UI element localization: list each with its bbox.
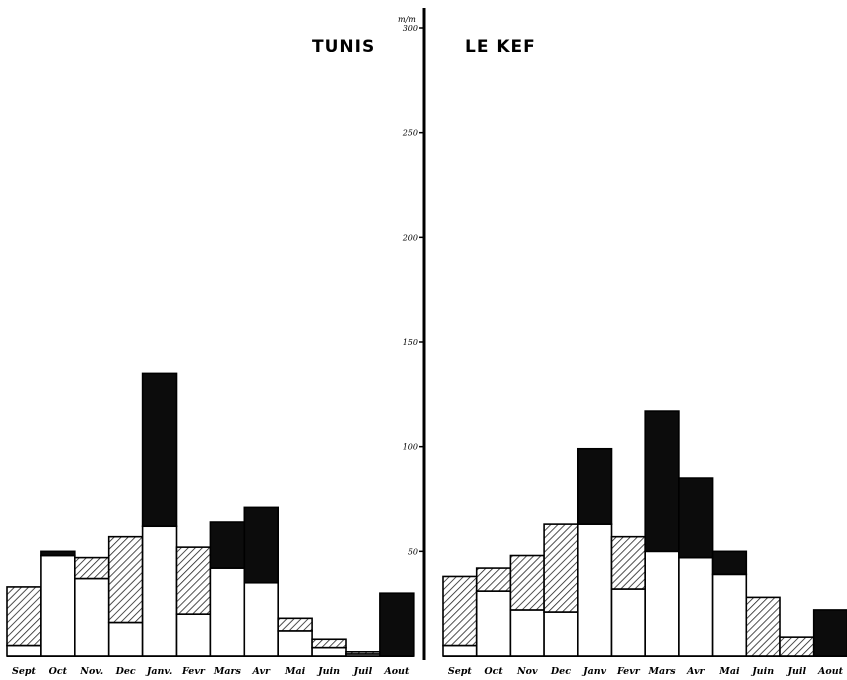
tunis-bar-3-white-segment (107, 621, 144, 657)
tunis-panel: Sept Oct Nov. Dec Janv. Fevr Mars Avr Mai Juin Jui… (6, 372, 415, 677)
le-kef-bar-8-black-segment (711, 550, 748, 576)
le-kef-bar-0-hatched-segment (442, 575, 478, 647)
le-kef-bar-5-white-segment (610, 588, 647, 657)
tunis-bar-4-white-segment (141, 525, 178, 657)
le-kef-month-label-11: Aout (817, 666, 844, 677)
le-kef-bar-6-black-segment (644, 410, 680, 553)
tunis-month-label-5: Fevr (181, 666, 206, 677)
tunis-month-label-11: Aout (383, 666, 410, 677)
le-kef-bar-5-hatched-segment (610, 535, 647, 590)
le-kef-bar-9-hatched-segment (745, 596, 781, 657)
le-kef-bar-11-black-segment (812, 609, 847, 657)
le-kef-month-label-5: Fevr (616, 666, 641, 677)
tunis-bar-1-black-segment (40, 550, 76, 557)
tunis-bar-11-black-segment (379, 592, 415, 657)
tunis-bar-3-hatched-segment (107, 535, 144, 624)
le-kef-bar-1-hatched-segment (475, 567, 512, 592)
tunis-bar-8-hatched-segment (277, 617, 313, 632)
tunis-month-label-7: Avr (251, 666, 271, 677)
le-kef-month-label-3: Dec (550, 666, 571, 677)
le-kef-bar-7-black-segment (678, 477, 714, 559)
le-kef-bar-3-white-segment (543, 611, 579, 657)
y-axis-ticks: 50 100 150 200 250 300 (402, 24, 424, 556)
tunis-bar-0-hatched-segment (6, 586, 42, 647)
tunis-bar-7-white-segment (243, 581, 280, 657)
le-kef-bar-3-hatched-segment (543, 523, 579, 613)
y-tick-label-300: 300 (403, 24, 418, 33)
le-kef-bar-8-white-segment (711, 573, 748, 657)
tunis-month-label-10: Juil (352, 666, 373, 677)
le-kef-month-label-8: Mai (718, 666, 740, 677)
le-kef-bar-2-hatched-segment (509, 554, 545, 611)
y-axis-unit-label: m/m (398, 15, 416, 24)
le-kef-month-label-10: Juil (786, 666, 807, 677)
le-kef-month-label-6: Mars (648, 666, 677, 677)
le-kef-month-label-7: Avr (686, 666, 706, 677)
tunis-bar-2-white-segment (74, 577, 110, 657)
tunis-month-label-8: Mai (284, 666, 306, 677)
tunis-bar-7-black-segment (243, 506, 280, 584)
le-kef-bar-4-white-segment (576, 523, 613, 657)
tunis-bar-10-hatched-segment (345, 651, 381, 655)
tunis-bar-1-white-segment (40, 554, 76, 657)
chart-panels: Sept Oct Nov. Dec Janv. Fevr Mars Avr Mai Juin Jui… (6, 372, 847, 677)
y-tick-label-150: 150 (403, 338, 418, 347)
tunis-bar-6-white-segment (209, 567, 246, 657)
le-kef-month-label-1: Oct (484, 666, 503, 677)
le-kef-bar-6-white-segment (644, 550, 680, 657)
tunis-bar-5-white-segment (175, 613, 212, 657)
le-kef-month-label-9: Juin (750, 666, 774, 677)
le-kef-month-label-4: Janv (581, 666, 607, 677)
tunis-bar-0-white-segment (6, 644, 42, 657)
tunis-month-label-2: Nov. (79, 666, 103, 677)
y-tick-label-200: 200 (402, 233, 418, 242)
tunis-month-label-4: Janv. (145, 666, 172, 677)
tunis-bar-9-white-segment (311, 646, 347, 657)
tunis-station-title: TUNIS (312, 37, 375, 57)
tunis-month-label-6: Mars (213, 666, 242, 677)
le-kef-bar-4-black-segment (576, 447, 613, 525)
tunis-bar-6-black-segment (209, 521, 246, 569)
y-tick-label-250: 250 (402, 129, 418, 138)
tunis-bar-4-black-segment (141, 372, 178, 528)
tunis-bar-5-hatched-segment (175, 546, 212, 615)
tunis-month-label-9: Juin (316, 666, 340, 677)
le-kef-panel: Sept Oct Nov Dec Janv Fevr Mars Avr Mai Juin Juil A… (442, 410, 847, 677)
tunis-bar-9-hatched-segment (311, 638, 347, 649)
le-kef-bar-7-white-segment (678, 556, 714, 657)
tunis-month-label-1: Oct (49, 666, 68, 677)
le-kef-station-title: LE KEF (465, 37, 536, 57)
tunis-bar-8-white-segment (277, 630, 313, 657)
tunis-month-label-3: Dec (115, 666, 136, 677)
le-kef-bar-2-white-segment (509, 609, 545, 657)
tunis-bar-2-hatched-segment (74, 556, 110, 580)
y-tick-label-100: 100 (403, 443, 418, 452)
le-kef-month-label-2: Nov (516, 666, 538, 677)
le-kef-bar-1-white-segment (475, 590, 512, 657)
y-tick-label-50: 50 (408, 547, 418, 556)
le-kef-month-label-0: Sept (448, 666, 473, 677)
le-kef-bar-0-white-segment (442, 644, 478, 657)
tunis-month-label-0: Sept (12, 666, 37, 677)
le-kef-bar-10-hatched-segment (779, 636, 815, 657)
